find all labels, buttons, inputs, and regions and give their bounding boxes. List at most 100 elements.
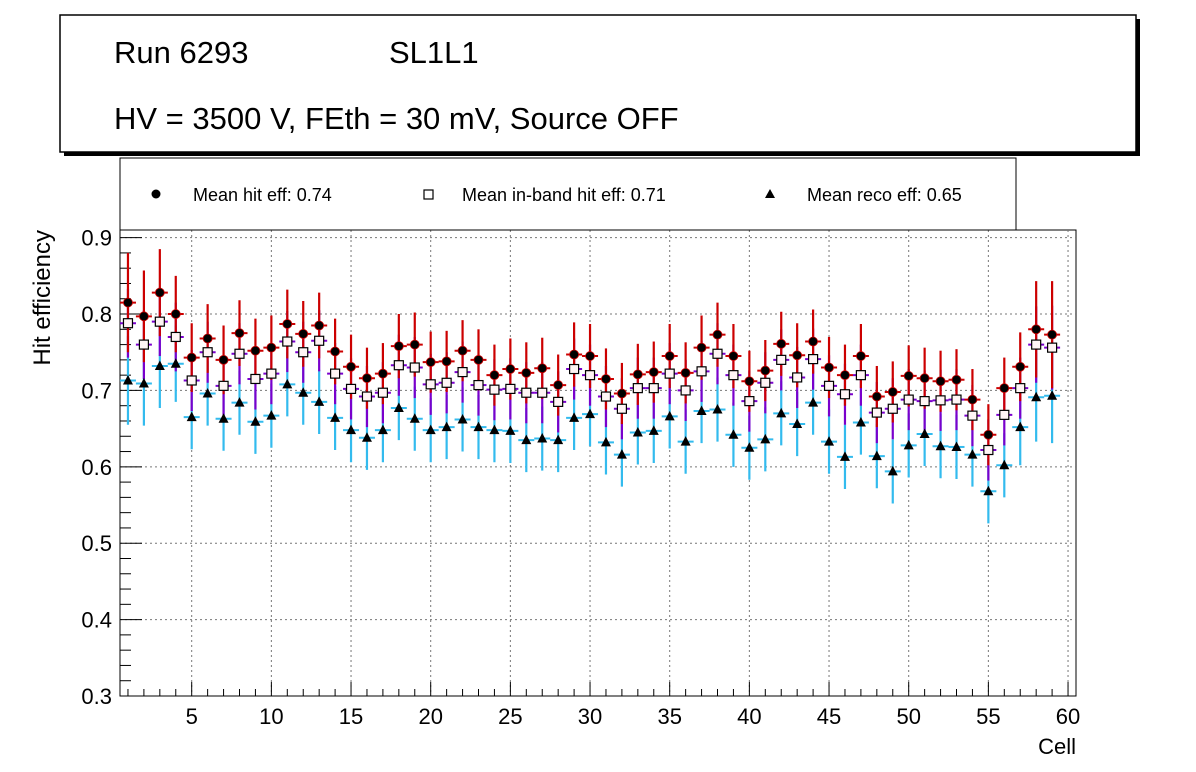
inband-eff-point <box>377 387 388 398</box>
reco-eff-point <box>346 424 357 435</box>
reco-eff-point <box>712 404 723 414</box>
hit-eff-point <box>202 333 213 344</box>
hit-eff-point <box>1047 329 1057 340</box>
hit-eff-point <box>489 370 500 381</box>
reco-eff-point <box>951 441 962 451</box>
reco-eff-point <box>808 397 819 407</box>
inband-eff-point <box>122 318 134 329</box>
hit-eff-point <box>871 391 882 402</box>
reco-eff-point <box>489 424 500 435</box>
conditions-label: HV = 3500 V, FEth = 30 mV, Source OFF <box>114 101 679 136</box>
inband-eff-point <box>154 316 165 327</box>
inband-eff-point <box>473 379 484 391</box>
hit-eff-point <box>266 342 277 353</box>
reco-eff-point <box>282 378 293 389</box>
inband-eff-point <box>553 396 564 407</box>
x-tick-label: 35 <box>657 704 681 729</box>
hit-eff-point <box>505 364 516 374</box>
hit-eff-point <box>935 376 946 387</box>
inband-eff-point <box>999 409 1010 420</box>
inband-eff-point <box>218 380 229 391</box>
reco-eff-point <box>505 425 516 435</box>
reco-eff-point <box>744 442 755 452</box>
hit-eff-point <box>632 369 643 380</box>
hit-eff-point <box>1015 361 1026 372</box>
inband-eff-point <box>186 375 197 386</box>
reco-eff-point <box>186 411 197 422</box>
y-tick-label: 0.5 <box>81 531 112 556</box>
hit-eff-point <box>377 368 388 379</box>
hit-eff-point <box>664 351 675 361</box>
hit-eff-point <box>553 380 564 390</box>
reco-eff-point <box>569 412 580 422</box>
legend-hit-marker <box>151 189 161 199</box>
hit-eff-point <box>409 339 420 350</box>
inband-eff-point <box>887 403 898 414</box>
hit-eff-point <box>712 329 723 340</box>
inband-eff-point <box>1015 383 1026 394</box>
inband-eff-point <box>330 368 341 379</box>
hit-eff-point <box>983 429 994 440</box>
reco-eff-point <box>330 412 341 422</box>
inband-eff-point <box>138 339 149 350</box>
y-tick-label: 0.6 <box>81 455 112 480</box>
inband-eff-point <box>903 394 914 405</box>
inband-eff-point <box>776 354 787 365</box>
hit-eff-point <box>808 336 818 347</box>
reco-eff-point <box>919 428 930 438</box>
inband-eff-point <box>728 370 739 381</box>
hit-eff-point <box>792 350 803 361</box>
reco-eff-point <box>792 418 803 429</box>
y-axis-label: Hit efficiency <box>29 230 56 366</box>
y-tick-label: 0.8 <box>81 302 112 327</box>
inband-eff-point <box>600 391 612 402</box>
inband-eff-point <box>568 363 580 375</box>
run-label: Run 6293 <box>114 35 248 70</box>
inband-eff-point <box>537 387 548 398</box>
inband-eff-point <box>1046 342 1058 353</box>
reco-eff-point <box>935 440 946 451</box>
hit-eff-point <box>138 311 149 322</box>
inband-eff-point <box>170 331 181 343</box>
inband-eff-point <box>983 444 994 456</box>
inband-eff-point <box>457 366 468 378</box>
reco-eff-point <box>170 358 181 368</box>
reco-eff-point <box>585 408 596 419</box>
legend-reco-label: Mean reco eff: 0.65 <box>807 185 962 205</box>
inband-eff-point <box>648 383 659 394</box>
reco-eff-point <box>154 360 165 370</box>
reco-eff-point <box>760 433 771 444</box>
reco-eff-point <box>473 421 484 432</box>
hit-eff-point <box>123 297 133 308</box>
legend-hit-label: Mean hit eff: 0.74 <box>193 185 332 205</box>
y-tick-label: 0.9 <box>81 226 112 251</box>
inband-eff-point <box>712 348 723 359</box>
inband-eff-point <box>1031 339 1042 350</box>
reco-eff-point <box>266 410 277 420</box>
legend-inband-marker <box>423 189 434 200</box>
inband-eff-point <box>393 360 404 371</box>
inband-eff-point <box>234 348 245 359</box>
hit-eff-point <box>314 320 325 331</box>
hit-eff-point <box>537 363 548 374</box>
hit-eff-point <box>601 374 611 384</box>
inband-eff-point <box>760 377 771 388</box>
inband-eff-point <box>521 387 532 398</box>
reco-eff-point <box>616 449 627 459</box>
hit-eff-point <box>680 367 691 378</box>
hit-eff-point <box>919 373 930 384</box>
reco-eff-point <box>648 425 659 435</box>
hit-eff-point <box>856 351 866 361</box>
reco-eff-point <box>314 396 325 406</box>
inband-eff-point <box>314 335 325 346</box>
reco-eff-point <box>250 416 261 426</box>
x-tick-label: 20 <box>418 704 442 729</box>
data-marks <box>119 249 1061 524</box>
reco-eff-point <box>680 436 691 446</box>
inband-eff-point <box>696 366 707 377</box>
inband-eff-point <box>282 336 293 347</box>
reco-eff-point <box>138 378 149 388</box>
inband-eff-point <box>202 347 213 358</box>
inband-eff-point <box>807 354 819 365</box>
